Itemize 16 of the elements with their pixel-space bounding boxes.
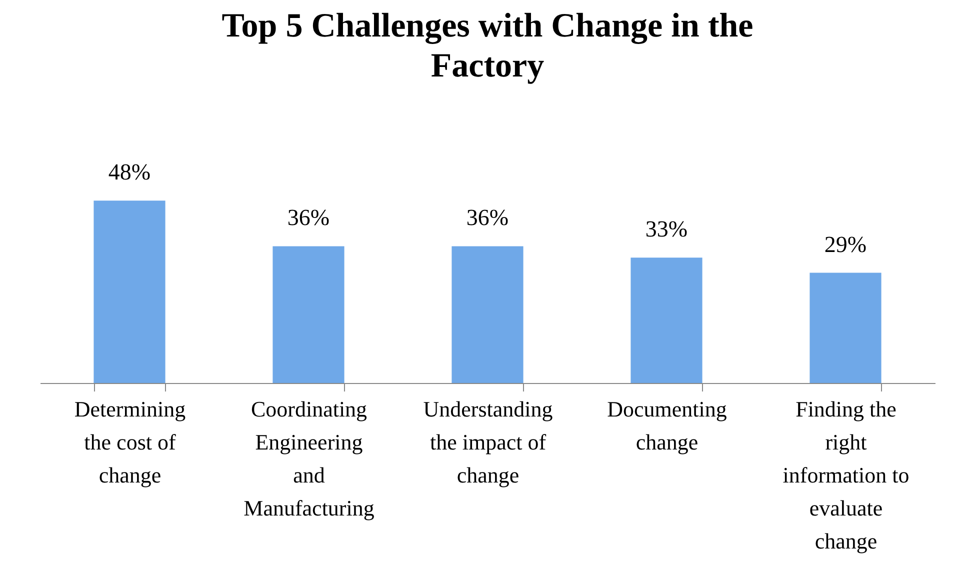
- chart-title: Top 5 Challenges with Change in the Factory: [222, 8, 754, 85]
- x-tick-label: Finding the right information to evaluate change: [782, 396, 910, 554]
- x-tick-label: Determining the cost of change: [74, 396, 186, 488]
- bar: [630, 258, 702, 383]
- x-tick-label: Understanding the impact of change: [423, 396, 553, 488]
- bar: [810, 272, 882, 383]
- bar: [272, 246, 344, 383]
- data-label: 36%: [287, 205, 330, 230]
- x-tick-label: Coordinating Engineering and Manufacturing: [244, 396, 374, 520]
- x-tick-label: Documenting change: [607, 396, 727, 454]
- bar: [452, 246, 524, 383]
- data-label: 48%: [108, 160, 151, 185]
- data-label: 33%: [645, 216, 688, 242]
- data-label: 36%: [466, 205, 509, 230]
- bar: [94, 200, 166, 383]
- data-label: 29%: [824, 232, 867, 257]
